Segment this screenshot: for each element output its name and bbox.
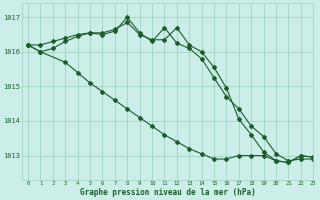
- X-axis label: Graphe pression niveau de la mer (hPa): Graphe pression niveau de la mer (hPa): [80, 188, 255, 197]
